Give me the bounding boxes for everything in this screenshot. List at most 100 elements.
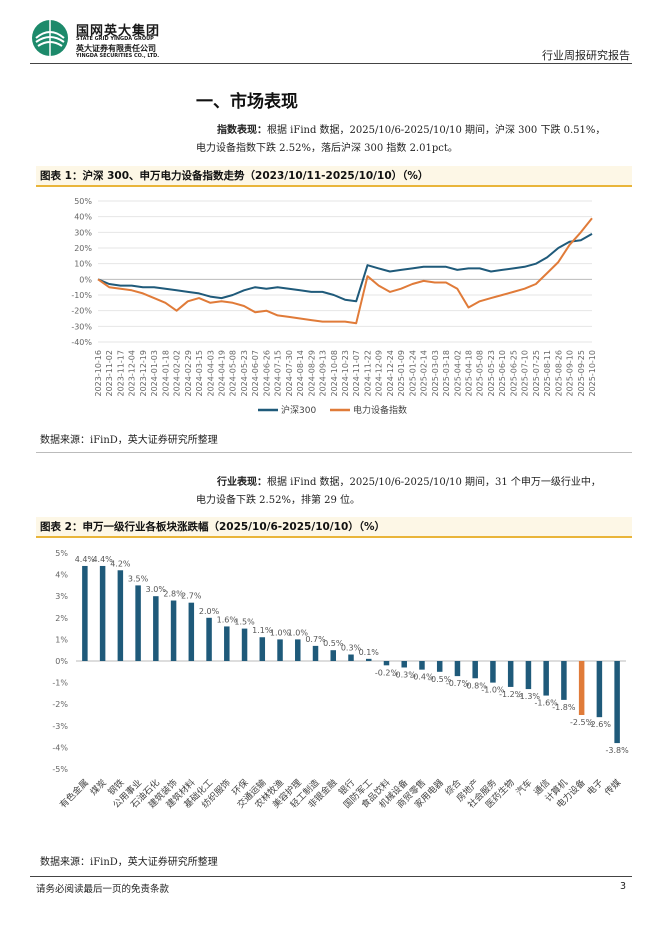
- figure2-source: 数据来源：iFinD，英大证券研究所整理: [40, 857, 218, 868]
- x-tick-label: 2023-10-16: [94, 350, 103, 397]
- y-tick-label: 0%: [55, 657, 68, 666]
- data-label: 3.0%: [146, 585, 167, 594]
- y-tick-label: -20%: [71, 307, 92, 316]
- bar: [383, 661, 390, 666]
- footer-disclaimer: 请务必阅读最后一页的免责条款: [36, 884, 170, 895]
- bar: [295, 639, 301, 661]
- y-tick-label: 2%: [55, 614, 68, 623]
- figure1-source: 数据来源：iFinD，英大证券研究所整理: [40, 435, 218, 446]
- data-label: 1.5%: [234, 618, 255, 627]
- x-tick-label: 2024-05-23: [240, 350, 249, 397]
- page-number: 3: [619, 881, 626, 892]
- data-label: 0.7%: [305, 635, 326, 644]
- data-label: -2.6%: [588, 720, 612, 729]
- x-category-label: 电子: [584, 777, 605, 798]
- x-tick-label: 2024-03-15: [195, 350, 204, 397]
- legend-label: 沪深300: [281, 404, 316, 416]
- y-tick-label: 5%: [55, 549, 68, 558]
- x-tick-label: 2025-08-26: [554, 350, 563, 397]
- y-tick-label: -3%: [52, 722, 68, 731]
- x-tick-label: 2024-11-22: [363, 350, 372, 397]
- x-tick-label: 2025-06-10: [498, 350, 507, 397]
- data-label: 2.7%: [181, 592, 202, 601]
- bar: [419, 661, 425, 670]
- x-tick-label: 2025-04-18: [465, 350, 474, 397]
- logo-company-en: YINGDA SECURITIES CO., LTD.: [76, 53, 160, 59]
- bar: [436, 661, 443, 672]
- bar: [472, 661, 478, 679]
- figure1-title: 图表 1：沪深 300、申万电力设备指数走势（2023/10/11-2025/1…: [40, 170, 429, 182]
- para2-line2: 电力设备下跌 2.52%，排第 29 位。: [196, 495, 361, 506]
- x-tick-label: 2024-12-24: [386, 350, 395, 397]
- index-performance-paragraph: 指数表现：根据 iFind 数据，2025/10/6-2025/10/10 期间…: [217, 122, 637, 140]
- y-tick-label: -2%: [52, 700, 68, 709]
- x-tick-label: 2024-07-15: [274, 350, 283, 397]
- figure2-title: 图表 2：申万一级行业各板块涨跌幅（2025/10/6-2025/10/10）（…: [40, 521, 386, 533]
- x-tick-label: 2024-02-29: [184, 350, 193, 397]
- footer-divider: [30, 876, 632, 877]
- y-tick-label: -1%: [52, 679, 68, 688]
- bar: [312, 645, 319, 661]
- data-label: 3.5%: [128, 574, 149, 583]
- x-tick-label: 2024-10-08: [330, 350, 339, 397]
- y-tick-label: 50%: [74, 197, 92, 206]
- data-label: 1.6%: [217, 615, 238, 624]
- y-tick-label: 1%: [55, 635, 68, 644]
- data-label: -2.5%: [570, 718, 594, 727]
- logo-company-cn: 英大证券有限责任公司: [76, 44, 156, 53]
- data-label: -0.2%: [375, 668, 399, 677]
- y-tick-label: -40%: [71, 338, 92, 347]
- x-tick-label: 2023-12-04: [128, 350, 137, 397]
- legend-label: 电力设备指数: [353, 404, 407, 416]
- data-label: 4.4%: [75, 555, 96, 564]
- section-title: 一、市场表现: [196, 92, 298, 112]
- x-tick-label: 2025-05-23: [487, 350, 496, 397]
- data-label: 2.8%: [163, 590, 184, 599]
- logo-title: 国网英大集团: [76, 24, 161, 39]
- bar-chart: 5% 4% 3% 2% 1% 0% -1% -2% -3% -4% -5% 4.4% 有色金属 4.4% 煤…: [52, 549, 629, 811]
- x-tick-label: 2025-07-25: [532, 350, 541, 397]
- bar: [259, 637, 266, 661]
- data-label: 2.0%: [199, 607, 220, 616]
- x-tick-label: 2024-02-02: [173, 350, 182, 397]
- bar: [543, 661, 549, 696]
- state-grid-logo-icon: [32, 20, 68, 56]
- y-tick-label: -4%: [52, 743, 68, 752]
- y-tick-label: -10%: [71, 291, 92, 300]
- x-tick-label: 2025-04-02: [453, 350, 462, 397]
- x-tick-label: 2025-09-10: [566, 350, 575, 397]
- data-label: -0.3%: [393, 670, 417, 679]
- bar: [277, 639, 283, 661]
- x-tick-label: 2024-06-07: [251, 350, 260, 397]
- bar: [596, 661, 603, 718]
- bar: [365, 658, 372, 661]
- bar: [170, 600, 177, 661]
- data-label: -1.0%: [481, 686, 505, 695]
- x-tick-label: 2025-01-24: [408, 350, 417, 397]
- data-label: -0.8%: [464, 681, 488, 690]
- data-label: 0.5%: [323, 639, 344, 648]
- x-tick-label: 2025-02-14: [420, 350, 429, 397]
- x-tick-label: 2023-11-02: [105, 350, 114, 397]
- x-tick-label: 2024-04-19: [218, 350, 227, 397]
- x-tick-label: 2024-11-07: [352, 350, 361, 397]
- bar: [490, 661, 496, 683]
- header-divider: [30, 63, 632, 64]
- data-label: 1.0%: [288, 628, 309, 637]
- x-tick-label: 2024-09-13: [319, 350, 328, 397]
- bar: [614, 661, 620, 744]
- bar: [348, 654, 354, 661]
- x-tick-label: 2024-07-30: [285, 350, 294, 397]
- bar: [507, 661, 514, 687]
- x-tick-label: 2024-08-29: [307, 350, 316, 397]
- x-tick-label: 2024-08-14: [296, 350, 305, 397]
- para1-line1: 根据 iFind 数据，2025/10/6-2025/10/10 期间，沪深 3…: [267, 125, 606, 136]
- line-chart: 50% 40% 30% 20% 10% 0% -10% -20% -30% -40%2023-10…: [71, 197, 597, 416]
- y-tick-label: 10%: [74, 260, 92, 269]
- data-label: -1.6%: [535, 699, 559, 708]
- para2-line1: 根据 iFind 数据，2025/10/6-2025/10/10 期间，31 个…: [267, 477, 601, 488]
- bar: [525, 661, 532, 690]
- x-tick-label: 2023-12-19: [139, 350, 148, 397]
- y-tick-label: -30%: [71, 322, 92, 331]
- bar: [561, 661, 567, 700]
